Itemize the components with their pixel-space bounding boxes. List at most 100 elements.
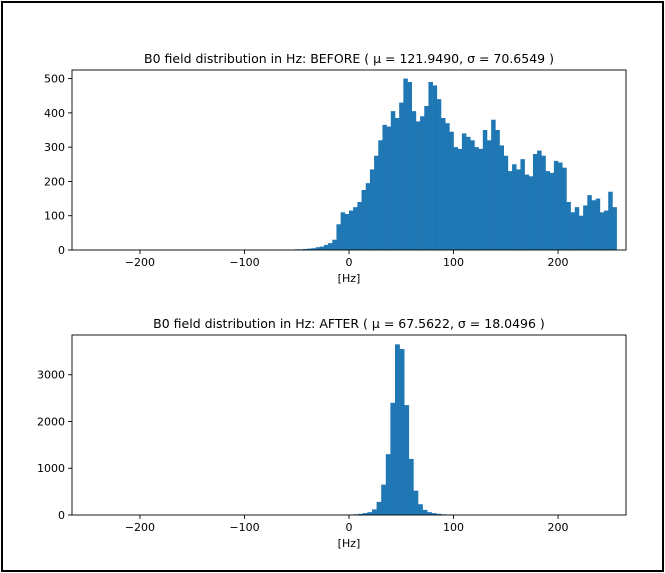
histogram-bar	[545, 171, 550, 250]
histogram-bar	[415, 121, 421, 250]
histogram-bar	[499, 145, 505, 250]
histogram-bar	[466, 136, 471, 250]
histogram-bar	[595, 198, 601, 250]
histogram-bar	[474, 147, 479, 250]
x-tick-label: 100	[443, 521, 464, 534]
histogram-bar	[503, 155, 509, 250]
histogram-bar	[436, 99, 442, 251]
histogram-bar	[374, 155, 379, 250]
histogram-bar	[407, 82, 413, 250]
y-tick-label: 1000	[37, 462, 65, 475]
histogram-bar	[319, 246, 325, 250]
histogram-bar	[385, 454, 391, 515]
y-tick-label: 0	[58, 244, 65, 257]
histogram-bar	[381, 484, 387, 515]
histogram-bar	[549, 172, 555, 250]
histogram-bar	[431, 513, 437, 515]
y-tick-label: 400	[44, 107, 65, 120]
histogram-bar	[570, 212, 576, 250]
histogram-bar	[495, 130, 500, 250]
histogram-bar	[340, 212, 346, 250]
x-tick-label: −100	[229, 521, 259, 534]
histogram-bar	[461, 133, 467, 250]
histogram-bar	[524, 174, 530, 250]
histogram-bar	[470, 140, 475, 250]
x-tick-label: 200	[548, 521, 569, 534]
histogram-bar	[482, 130, 488, 250]
x-tick-label: 100	[443, 256, 464, 269]
histogram-bar	[436, 513, 442, 515]
histogram-bar	[427, 512, 433, 515]
histogram-bar	[394, 344, 400, 515]
histogram-bar	[428, 82, 433, 250]
histogram-bar	[486, 140, 492, 250]
histogram-bar	[528, 176, 534, 250]
histogram-bar	[541, 155, 546, 250]
chart-title: B0 field distribution in Hz: AFTER ( μ =…	[153, 316, 545, 331]
histogram-bar	[403, 78, 408, 250]
histogram-bar	[399, 349, 405, 515]
histogram-bar	[491, 119, 496, 250]
histogram-bar	[507, 171, 513, 250]
histogram-bar	[424, 106, 429, 250]
histogram-bar	[311, 248, 316, 250]
histogram-bar	[516, 169, 521, 250]
histogram-bar	[394, 118, 400, 250]
histogram-bar	[303, 248, 308, 250]
histogram-bar	[537, 150, 542, 250]
chart-title: B0 field distribution in Hz: BEFORE ( μ …	[144, 51, 554, 66]
y-tick-label: 2000	[37, 415, 65, 428]
histogram-bar	[390, 111, 396, 251]
x-tick-label: 0	[346, 521, 353, 534]
histogram-bar	[453, 147, 459, 250]
histogram-bar	[307, 248, 312, 250]
plot-area	[71, 334, 627, 516]
histogram-bar	[583, 205, 588, 250]
histogram-bar	[328, 243, 333, 250]
histogram-bar	[432, 85, 438, 250]
histogram-bar	[371, 509, 377, 515]
histogram-bar	[422, 509, 428, 515]
histogram-bar	[358, 513, 364, 515]
histogram-bar	[532, 154, 538, 250]
y-tick-label: 3000	[37, 369, 65, 382]
x-tick-label: −100	[229, 256, 259, 269]
histogram-bar	[445, 123, 450, 250]
x-tick-label: −200	[125, 256, 155, 269]
histogram-bar	[574, 207, 580, 250]
histogram-bar	[361, 190, 367, 250]
histogram-bar	[599, 212, 605, 250]
histogram-bar	[362, 513, 368, 515]
histogram-bar	[578, 215, 584, 250]
y-tick-label: 500	[44, 73, 65, 86]
histogram-bar	[413, 490, 419, 515]
histogram-bar	[323, 244, 329, 250]
histogram-bar	[349, 210, 354, 250]
histogram-bar	[365, 183, 371, 250]
histogram-bar	[604, 210, 609, 250]
histogram-bar	[357, 202, 362, 250]
histogram-bar	[608, 191, 613, 250]
histogram-bar	[591, 200, 596, 250]
x-axis-label: [Hz]	[338, 272, 361, 285]
y-tick-label: 200	[44, 175, 65, 188]
histogram-bar	[378, 140, 383, 250]
histogram-bar	[382, 124, 387, 250]
histogram-bar	[587, 195, 592, 250]
histogram-bar	[336, 224, 341, 250]
histogram-bar	[408, 458, 414, 515]
histogram-bar	[390, 402, 396, 515]
histogram-bar	[449, 131, 454, 250]
histogram-bar	[478, 148, 484, 250]
y-tick-label: 300	[44, 141, 65, 154]
x-tick-label: 0	[346, 256, 353, 269]
histogram-bar	[411, 111, 417, 251]
histogram-bar	[512, 164, 517, 250]
histogram-bar	[353, 207, 358, 250]
histogram-bar	[332, 239, 337, 250]
histogram-bar	[612, 207, 617, 250]
histogram-bar	[376, 501, 382, 515]
histogram-bar	[566, 202, 571, 250]
